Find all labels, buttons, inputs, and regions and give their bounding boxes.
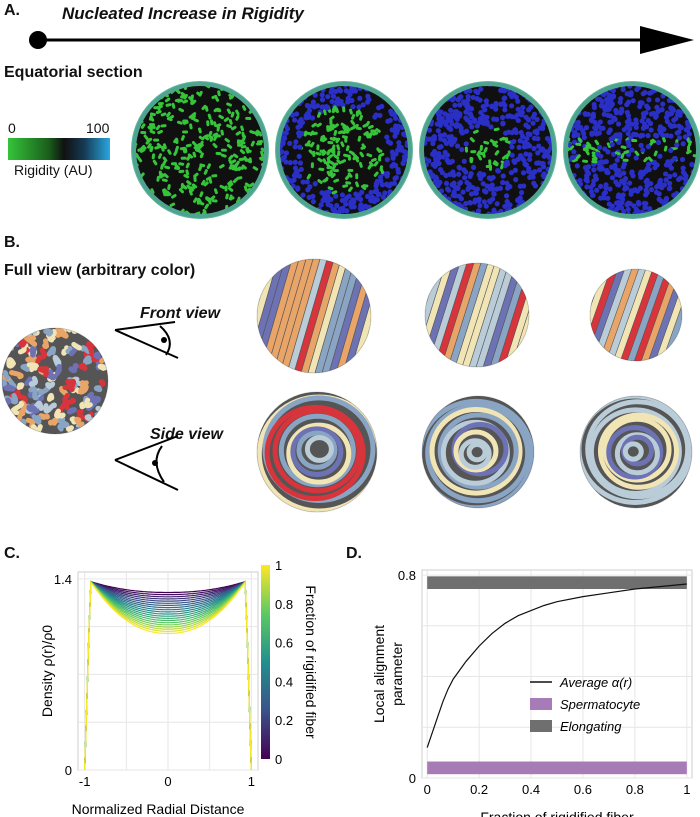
equatorial-sections bbox=[131, 81, 700, 219]
colorbar-tick-label: 1 bbox=[275, 560, 282, 573]
density-series-line bbox=[84, 580, 252, 771]
x-tick-label: 0.4 bbox=[522, 782, 540, 797]
x-axis-label: Normalized Radial Distance bbox=[72, 801, 245, 817]
front-eye-icon bbox=[114, 321, 179, 359]
x-tick-label: 1 bbox=[248, 774, 255, 789]
density-series-line bbox=[84, 580, 252, 771]
side-eye-icon bbox=[114, 435, 179, 491]
colorbar-tick-label: 0 bbox=[275, 752, 282, 767]
x-tick-label: 1 bbox=[683, 782, 690, 797]
y-axis-label-line2: parameter bbox=[389, 642, 405, 706]
side-view-3 bbox=[579, 395, 693, 509]
colorbar-label: Rigidity (AU) bbox=[14, 162, 93, 178]
side-view-2 bbox=[421, 395, 535, 509]
colorbar-tick-label: 0.2 bbox=[275, 713, 293, 728]
density-series-line bbox=[84, 580, 252, 771]
y-tick-label: 0 bbox=[409, 771, 416, 786]
full-view-title: Full view (arbitrary color) bbox=[4, 262, 196, 279]
x-tick-label: 0 bbox=[164, 774, 171, 789]
y-axis-label: Local alignment bbox=[371, 625, 387, 723]
density-series-line bbox=[84, 580, 252, 771]
y-tick-label: 1.4 bbox=[54, 572, 72, 587]
fiber-views bbox=[1, 258, 693, 513]
front-view-3 bbox=[589, 268, 683, 362]
front-view-2 bbox=[424, 262, 530, 368]
density-series-line bbox=[84, 580, 252, 771]
full-view-globule bbox=[1, 327, 109, 435]
density-series-line bbox=[84, 580, 252, 771]
density-series-line bbox=[84, 580, 252, 771]
density-series-line bbox=[84, 580, 252, 771]
density-series-line bbox=[84, 580, 252, 771]
density-chart: -1 0 1 0 1.4 Normalized Radial Distance Densit… bbox=[39, 560, 319, 817]
legend-swatch bbox=[530, 698, 552, 710]
density-series-line bbox=[84, 580, 252, 771]
spermatocyte-band bbox=[427, 761, 687, 775]
equatorial-section-2 bbox=[275, 81, 413, 219]
colorbar-min-label: 0 bbox=[8, 120, 16, 136]
x-tick-label: 0.2 bbox=[470, 782, 488, 797]
panel-c-letter: C. bbox=[4, 545, 20, 562]
density-series-line bbox=[84, 580, 252, 771]
density-series-line bbox=[84, 580, 252, 771]
y-tick-label: 0 bbox=[65, 763, 72, 778]
density-series-line bbox=[84, 580, 252, 771]
colorbar-tick-label: 0.4 bbox=[275, 674, 293, 689]
density-series-line bbox=[84, 580, 252, 771]
y-tick-label: 0.8 bbox=[398, 568, 416, 583]
density-series-line bbox=[84, 580, 252, 771]
arrow-title: Nucleated Increase in Rigidity bbox=[62, 4, 304, 23]
front-view-1 bbox=[256, 258, 372, 374]
density-series-line bbox=[84, 580, 252, 771]
x-tick-label: 0 bbox=[424, 782, 431, 797]
density-series-line bbox=[84, 580, 252, 771]
x-tick-label: -1 bbox=[79, 774, 91, 789]
equatorial-section-3 bbox=[419, 81, 557, 219]
legend-label: Elongating bbox=[560, 719, 622, 734]
rigidity-colorbar bbox=[8, 138, 110, 160]
colorbar-label: Fraction of rigidified fiber bbox=[303, 585, 319, 739]
legend-swatch bbox=[530, 720, 552, 732]
density-series-line bbox=[84, 580, 252, 771]
equatorial-section-title: Equatorial section bbox=[4, 64, 143, 81]
x-tick-label: 0.8 bbox=[626, 782, 644, 797]
x-tick-label: 0.6 bbox=[574, 782, 592, 797]
colorbar-tick-label: 0.8 bbox=[275, 597, 293, 612]
alignment-chart: 0 0.2 0.4 0.6 0.8 1 0 0.8 Fraction of rigidified… bbox=[371, 568, 693, 817]
equatorial-section-4 bbox=[563, 81, 700, 219]
density-series-line bbox=[84, 580, 252, 771]
density-series-line bbox=[84, 580, 252, 771]
y-axis-label: Density ρ(r)/ρ0 bbox=[39, 625, 55, 717]
elongating-band bbox=[427, 576, 687, 590]
legend-label: Spermatocyte bbox=[560, 697, 640, 712]
colorbar bbox=[261, 565, 270, 759]
panel-d-letter: D. bbox=[346, 545, 362, 562]
progression-arrow bbox=[29, 26, 694, 54]
equatorial-section-1 bbox=[131, 81, 269, 219]
x-axis-label: Fraction of rigidified fiber bbox=[480, 809, 634, 817]
average-alpha-line bbox=[426, 583, 687, 748]
panel-a-letter: A. bbox=[4, 2, 20, 19]
legend-label: Average α(r) bbox=[559, 675, 632, 690]
front-view-label: Front view bbox=[140, 305, 221, 322]
panel-b-letter: B. bbox=[4, 234, 20, 251]
side-view-1 bbox=[256, 391, 378, 513]
colorbar-tick-label: 0.6 bbox=[275, 636, 293, 651]
colorbar-max-label: 100 bbox=[86, 120, 110, 136]
